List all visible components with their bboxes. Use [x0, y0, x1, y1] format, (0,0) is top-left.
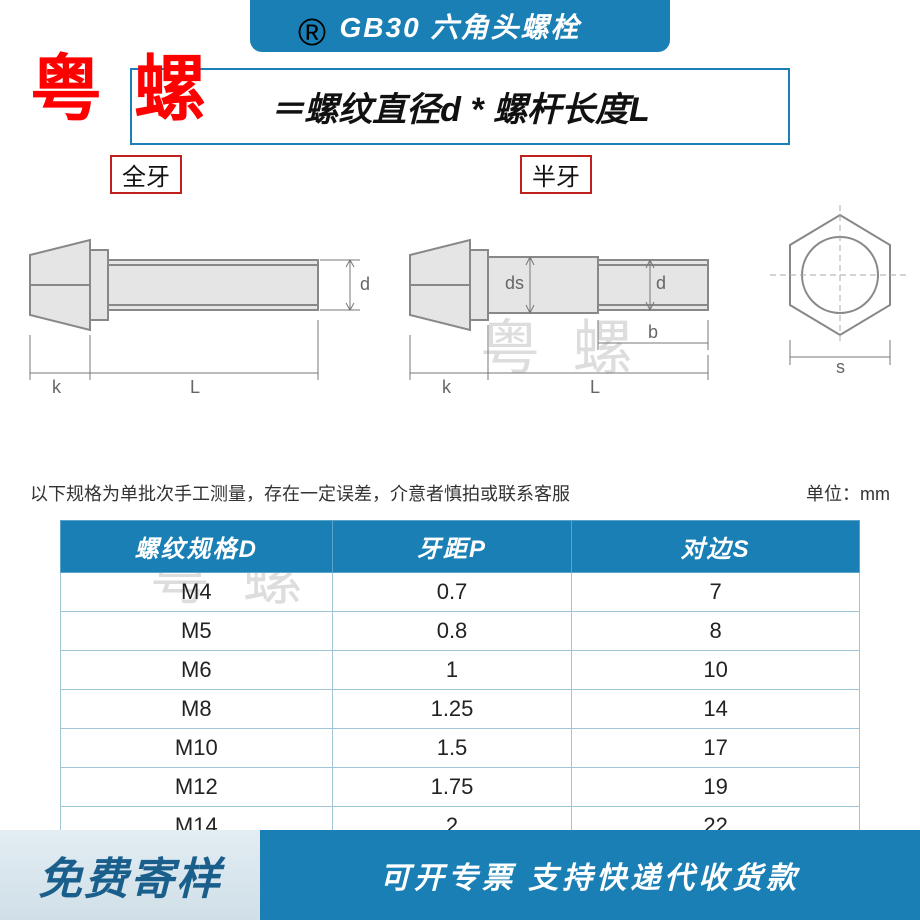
label-full-thread: 全牙	[110, 155, 182, 194]
table-row: M40.77	[61, 573, 860, 612]
table-cell: M10	[61, 729, 333, 768]
note-right: 单位：mm	[806, 480, 890, 506]
table-row: M121.7519	[61, 768, 860, 807]
dim-s: s	[836, 357, 845, 375]
table-cell: 19	[572, 768, 860, 807]
table-cell: 7	[572, 573, 860, 612]
table-header: 牙距P	[332, 521, 572, 573]
table-cell: 0.7	[332, 573, 572, 612]
table-cell: M8	[61, 690, 333, 729]
table-cell: 1.25	[332, 690, 572, 729]
footer-right: 可开专票 支持快递代收货款	[260, 830, 920, 920]
dim-k-half: k	[442, 377, 452, 397]
table-cell: 14	[572, 690, 860, 729]
table-cell: 1.5	[332, 729, 572, 768]
table-cell: 1	[332, 651, 572, 690]
table-cell: M5	[61, 612, 333, 651]
table-row: M81.2514	[61, 690, 860, 729]
bolt-half-thread-diagram: ds d b k L	[400, 205, 760, 405]
table-header: 对边S	[572, 521, 860, 573]
spec-table: 螺纹规格D牙距P对边S M40.77M50.88M6110M81.2514M10…	[60, 520, 860, 846]
registered-mark: ®	[298, 12, 326, 55]
dim-ds: ds	[505, 273, 524, 293]
dim-b: b	[648, 322, 658, 342]
footer-left: 免费寄样	[0, 830, 260, 920]
note-left: 以下规格为单批次手工测量，存在一定误差，介意者慎拍或联系客服	[30, 480, 570, 506]
note-row: 以下规格为单批次手工测量，存在一定误差，介意者慎拍或联系客服 单位：mm	[0, 480, 920, 506]
table-row: M6110	[61, 651, 860, 690]
diagram-row: 全牙 半牙 d k	[0, 155, 920, 415]
dim-d: d	[360, 274, 370, 294]
table-cell: 17	[572, 729, 860, 768]
footer: 免费寄样 可开专票 支持快递代收货款	[0, 830, 920, 920]
table-cell: 10	[572, 651, 860, 690]
label-half-thread: 半牙	[520, 155, 592, 194]
dim-k-full: k	[52, 377, 62, 397]
table-row: M101.517	[61, 729, 860, 768]
table-row: M50.88	[61, 612, 860, 651]
table-cell: 1.75	[332, 768, 572, 807]
hexagon-end-view: s	[770, 205, 910, 375]
bolt-full-thread-diagram: d k L	[20, 205, 380, 405]
dim-d-half: d	[656, 273, 666, 293]
dim-L-full: L	[190, 377, 200, 397]
table-cell: M6	[61, 651, 333, 690]
table-cell: M4	[61, 573, 333, 612]
table-cell: M12	[61, 768, 333, 807]
formula-box: ＝螺纹直径d * 螺杆长度L	[130, 68, 790, 145]
dim-L-half: L	[590, 377, 600, 397]
table-header: 螺纹规格D	[61, 521, 333, 573]
table-cell: 8	[572, 612, 860, 651]
table-cell: 0.8	[332, 612, 572, 651]
brand-logo: 粤 螺	[30, 30, 212, 135]
